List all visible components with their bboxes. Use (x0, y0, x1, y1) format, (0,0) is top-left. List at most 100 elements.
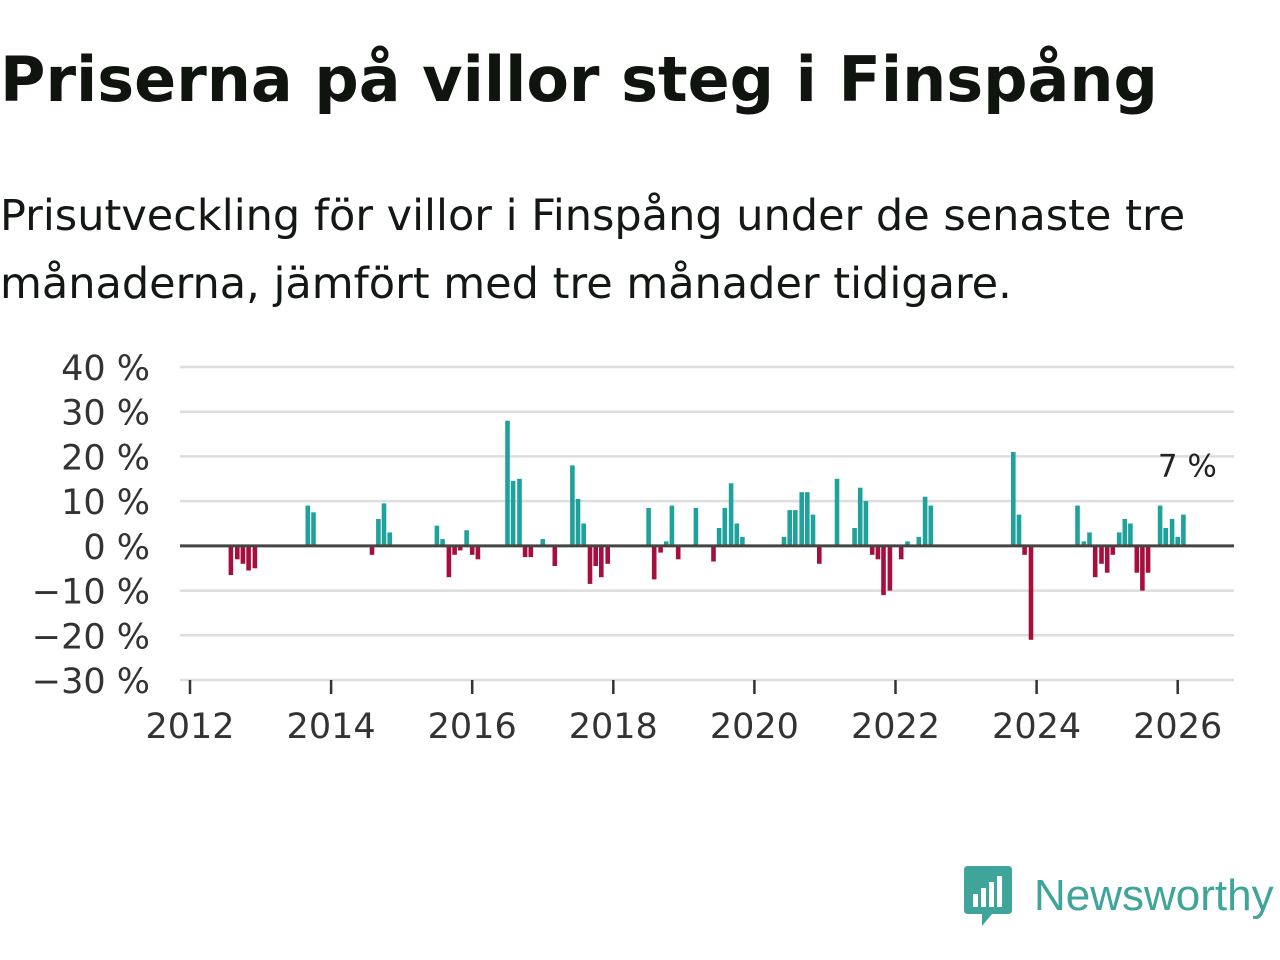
y-tick-label: −30 % (32, 662, 150, 702)
x-tick-label: 2026 (1133, 707, 1222, 747)
bar (810, 514, 816, 546)
y-tick-label: −20 % (32, 617, 150, 657)
bar (1104, 545, 1110, 573)
bar (581, 523, 586, 546)
bar (510, 481, 516, 546)
y-tick-label: 40 % (61, 349, 150, 389)
bar (570, 465, 575, 546)
bar (1092, 545, 1098, 578)
bar (905, 541, 910, 546)
bar (369, 545, 375, 555)
bar (1016, 514, 1022, 546)
bar (793, 510, 798, 546)
bar (1169, 519, 1175, 546)
bar (376, 519, 381, 546)
bar (799, 492, 804, 546)
bar (311, 512, 316, 546)
bar (605, 545, 610, 564)
bar (852, 528, 857, 546)
bar (1145, 545, 1151, 573)
bar (1087, 532, 1092, 546)
bar (457, 545, 463, 551)
bar (646, 507, 651, 546)
x-tick-label: 2012 (145, 707, 234, 747)
bar (1134, 545, 1140, 573)
bar (716, 528, 722, 546)
y-tick-label: 20 % (61, 438, 150, 478)
bar (669, 505, 675, 546)
x-tick-label: 2020 (710, 707, 799, 747)
y-tick-label: 30 % (61, 394, 150, 434)
bar (693, 507, 699, 546)
bar (387, 532, 392, 546)
y-tick-label: 0 % (83, 528, 150, 568)
bar (240, 545, 246, 564)
x-tick-label: 2016 (428, 707, 517, 747)
bar (898, 545, 904, 560)
bar (517, 478, 522, 546)
bar (1140, 545, 1145, 591)
brand-name: Newsworthy (1034, 871, 1274, 920)
bar (928, 505, 934, 546)
bar (552, 545, 558, 566)
bar (1110, 545, 1116, 555)
bar (446, 545, 452, 578)
bar (1099, 545, 1104, 564)
bar (1081, 541, 1087, 546)
bar (528, 545, 534, 558)
bar (305, 505, 311, 546)
bar (728, 483, 734, 546)
bar (881, 545, 886, 596)
bar (781, 536, 787, 546)
bar (505, 420, 510, 546)
bar (593, 545, 598, 566)
bar (875, 545, 881, 560)
x-tick-label: 2014 (287, 707, 376, 747)
bar (734, 523, 740, 546)
grid-lines (180, 365, 1234, 682)
bar (1175, 536, 1180, 546)
bar (469, 545, 475, 555)
annotations: 7 % (1158, 449, 1217, 485)
bar (522, 545, 528, 558)
bar (711, 545, 716, 562)
bar (540, 539, 546, 546)
x-tick-label: 2024 (992, 707, 1081, 747)
bar (599, 545, 604, 578)
bar (658, 545, 663, 553)
bar (675, 545, 681, 560)
bar (651, 545, 657, 580)
bar (857, 487, 863, 546)
bar (787, 510, 792, 546)
bar (235, 545, 240, 560)
x-axis: 2012 2014 2016 2018 2020 2022 2024 2026 (145, 680, 1222, 747)
bar (863, 501, 869, 546)
bar (1157, 505, 1163, 546)
bar (1122, 519, 1128, 546)
bar (740, 536, 745, 546)
last-value-label: 7 % (1158, 449, 1217, 485)
bar (1011, 452, 1016, 546)
bar (1116, 532, 1122, 546)
bar (381, 503, 387, 546)
bar (1028, 545, 1034, 640)
bar (722, 507, 728, 546)
newsworthy-logo: Newsworthy (962, 864, 1274, 928)
bar (663, 541, 669, 546)
bar (1181, 514, 1186, 546)
x-tick-label: 2022 (851, 707, 940, 747)
bar (887, 545, 893, 591)
bar (464, 530, 469, 546)
y-axis: 40 % 30 %20 % 10 % 0 % −10 %−20 % −30 % (32, 349, 150, 702)
x-tick-label: 2018 (569, 707, 658, 747)
bar-chart: 40 %30 %20 %10 %0 %−10 %−20 %−30 % 2012 2… (32, 349, 1234, 747)
bar (228, 545, 234, 575)
y-tick-label: 10 % (61, 483, 150, 523)
bar (805, 492, 810, 546)
bar (1163, 528, 1168, 546)
bar (575, 498, 581, 546)
bar (817, 545, 822, 564)
bar (252, 545, 258, 569)
bar (587, 545, 593, 584)
bar (1128, 523, 1133, 546)
